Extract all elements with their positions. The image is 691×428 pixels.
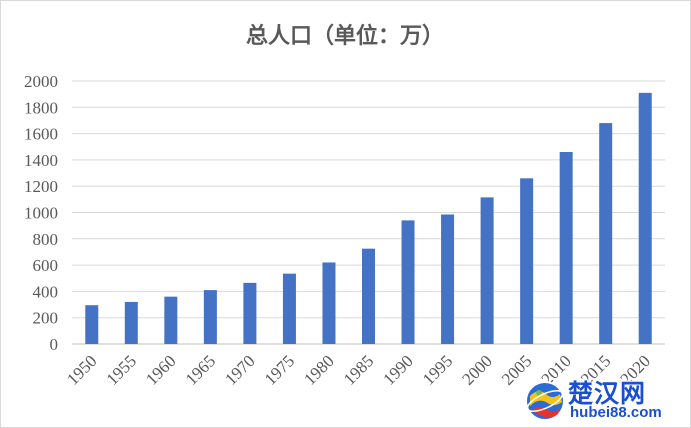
x-tick-label: 1970 (221, 351, 258, 388)
bar-2000 (480, 197, 494, 344)
y-tick-label: 0 (50, 335, 59, 354)
bar-1980 (322, 262, 336, 344)
bar-2005 (520, 178, 534, 344)
x-tick-label: 1955 (103, 351, 140, 388)
y-tick-label: 1600 (24, 125, 58, 144)
bar-2010 (559, 152, 573, 344)
globe-logo-icon (525, 381, 565, 421)
y-tick-label: 600 (33, 256, 59, 275)
y-tick-label: 1800 (24, 98, 58, 117)
y-tick-label: 400 (33, 282, 59, 301)
x-tick-label: 1950 (63, 351, 100, 388)
bar-2020 (638, 92, 652, 345)
y-axis-tick-labels: 0 200 400 600 800 1000 1200 1400 1600 1800 2000 (24, 72, 58, 354)
x-tick-label: 1980 (300, 351, 337, 388)
x-tick-label: 2000 (458, 351, 495, 388)
watermark-url: hubei88.com (570, 404, 662, 421)
x-tick-label: 1995 (419, 351, 456, 388)
y-tick-label: 1200 (24, 177, 58, 196)
bar-1950 (85, 305, 99, 344)
bar-1975 (282, 273, 296, 344)
y-tick-label: 2000 (24, 72, 58, 91)
y-tick-label: 1000 (24, 204, 58, 223)
x-tick-label: 1960 (142, 351, 179, 388)
y-tick-label: 1400 (24, 151, 58, 170)
x-tick-label: 1965 (182, 351, 219, 388)
x-tick-label: 1985 (340, 351, 377, 388)
bar-1955 (124, 301, 138, 344)
bar-1960 (164, 296, 178, 344)
x-tick-label: 1975 (261, 351, 298, 388)
bar-1965 (203, 290, 217, 344)
y-tick-label: 800 (33, 230, 59, 249)
bar-2015 (599, 123, 613, 344)
chart-title: 总人口（单位：万） (246, 23, 444, 49)
bars (85, 92, 652, 345)
bar-1990 (401, 220, 415, 344)
bar-1995 (441, 214, 455, 344)
bar-1985 (362, 248, 375, 344)
watermark: 楚汉网 hubei88.com (524, 376, 689, 426)
x-tick-label: 1990 (379, 351, 416, 388)
bar-1970 (243, 282, 257, 344)
watermark-title: 楚汉网 (568, 379, 647, 408)
y-tick-label: 200 (33, 309, 59, 328)
